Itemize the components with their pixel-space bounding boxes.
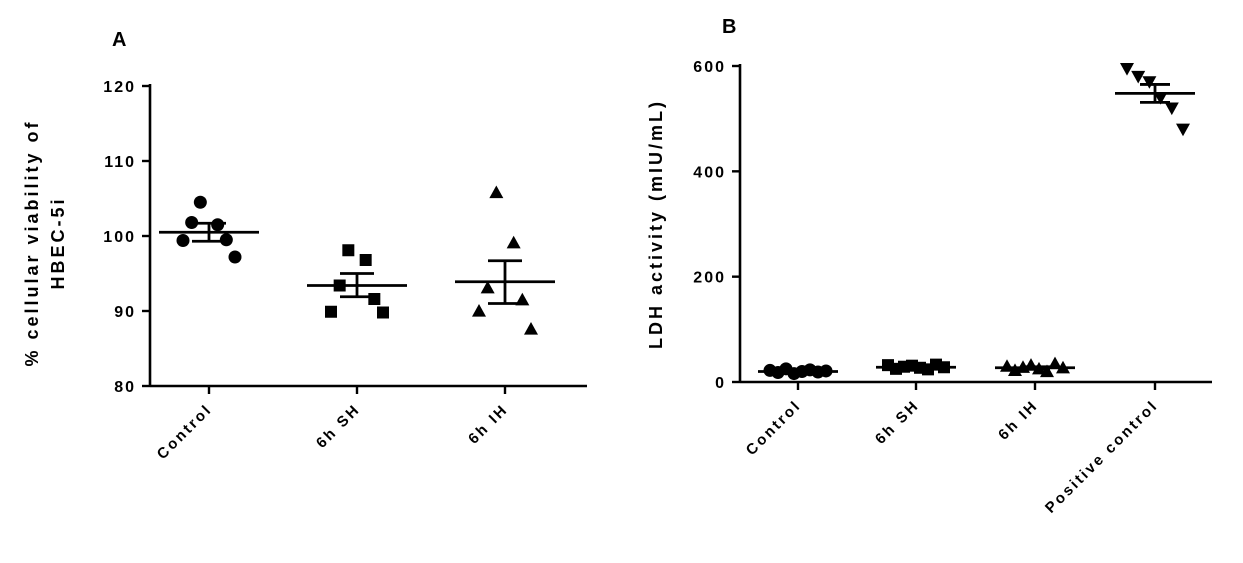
panel-a-y-axis-title-line-1: % cellular viability of — [22, 119, 42, 366]
panel-a-y-axis-title-line-2: HBEC-5i — [48, 196, 68, 289]
panel-b-y-axis-title: LDH activity (mIU/mL) — [646, 99, 666, 349]
panel-a-data-point — [524, 322, 538, 335]
panel-b-y-tick-label: 200 — [693, 270, 726, 287]
panel-b: B LDH activity (mIU/mL) 0 200 400 600 Contro… — [646, 16, 1212, 517]
panel-b-data-point — [1176, 123, 1190, 137]
panel-b-x-tick-label: Control — [743, 397, 805, 459]
panel-a-y-tick-label: 120 — [103, 79, 136, 96]
panel-b-y-tick-label: 600 — [693, 59, 726, 76]
panel-a-y-tick-label: 100 — [103, 229, 136, 246]
panel-a-data-point — [489, 185, 504, 199]
panel-a-data-point — [193, 195, 207, 209]
panel-b-x-tick-label: Positive control — [1042, 397, 1162, 517]
panel-a-data-point — [480, 280, 495, 294]
panel-b-data-point — [1142, 76, 1157, 89]
panel-a-y-tick-label: 90 — [114, 304, 136, 321]
panel-a-data-point — [368, 293, 381, 305]
panel-b-x-tick-label: 6h SH — [872, 397, 923, 448]
panel-a-data-point — [472, 304, 486, 317]
panel-a-data-point — [359, 254, 372, 266]
panel-a-x-tick-label: 6h IH — [465, 401, 512, 448]
panel-a-y-tick-label: 80 — [114, 379, 136, 396]
panel-b-data-point — [1153, 92, 1168, 105]
panel-a-x-tick-label: Control — [154, 401, 216, 463]
panel-a-x-tick-label: 6h SH — [313, 401, 364, 452]
panel-b-plot-area: 0 200 400 600 Control 6h SH 6h IH Positive cont… — [693, 59, 1212, 517]
panel-b-x-tick-label: 6h IH — [995, 397, 1042, 444]
panel-a: A % cellular viability of HBEC-5i 80 90 10… — [22, 29, 587, 463]
panel-b-data-point — [1131, 70, 1146, 84]
panel-a-data-point — [228, 250, 242, 264]
panel-a-data-point — [325, 305, 337, 318]
panel-a-letter: A — [112, 29, 126, 51]
panel-b-data-point — [1048, 356, 1062, 370]
panel-a-y-tick-label: 110 — [104, 154, 136, 171]
panel-a-data-point — [211, 218, 225, 232]
panel-b-y-tick-label: 400 — [693, 164, 726, 181]
panel-b-data-point — [1008, 363, 1022, 377]
panel-a-data-point — [176, 234, 190, 247]
panel-a-plot-area: 80 90 100 110 120 Control 6h SH 6h IH — [103, 79, 587, 463]
panel-a-data-point — [219, 233, 233, 247]
panel-a-data-point — [506, 235, 521, 249]
panel-b-letter: B — [722, 16, 736, 38]
panel-a-data-point — [342, 244, 355, 257]
panel-a-data-point — [185, 216, 199, 229]
panel-b-data-point — [1164, 102, 1179, 116]
panel-a-data-point — [377, 306, 389, 319]
panel-b-y-tick-label: 0 — [715, 375, 726, 392]
panel-b-data-point — [1120, 63, 1134, 76]
panel-b-data-point — [1040, 364, 1054, 378]
